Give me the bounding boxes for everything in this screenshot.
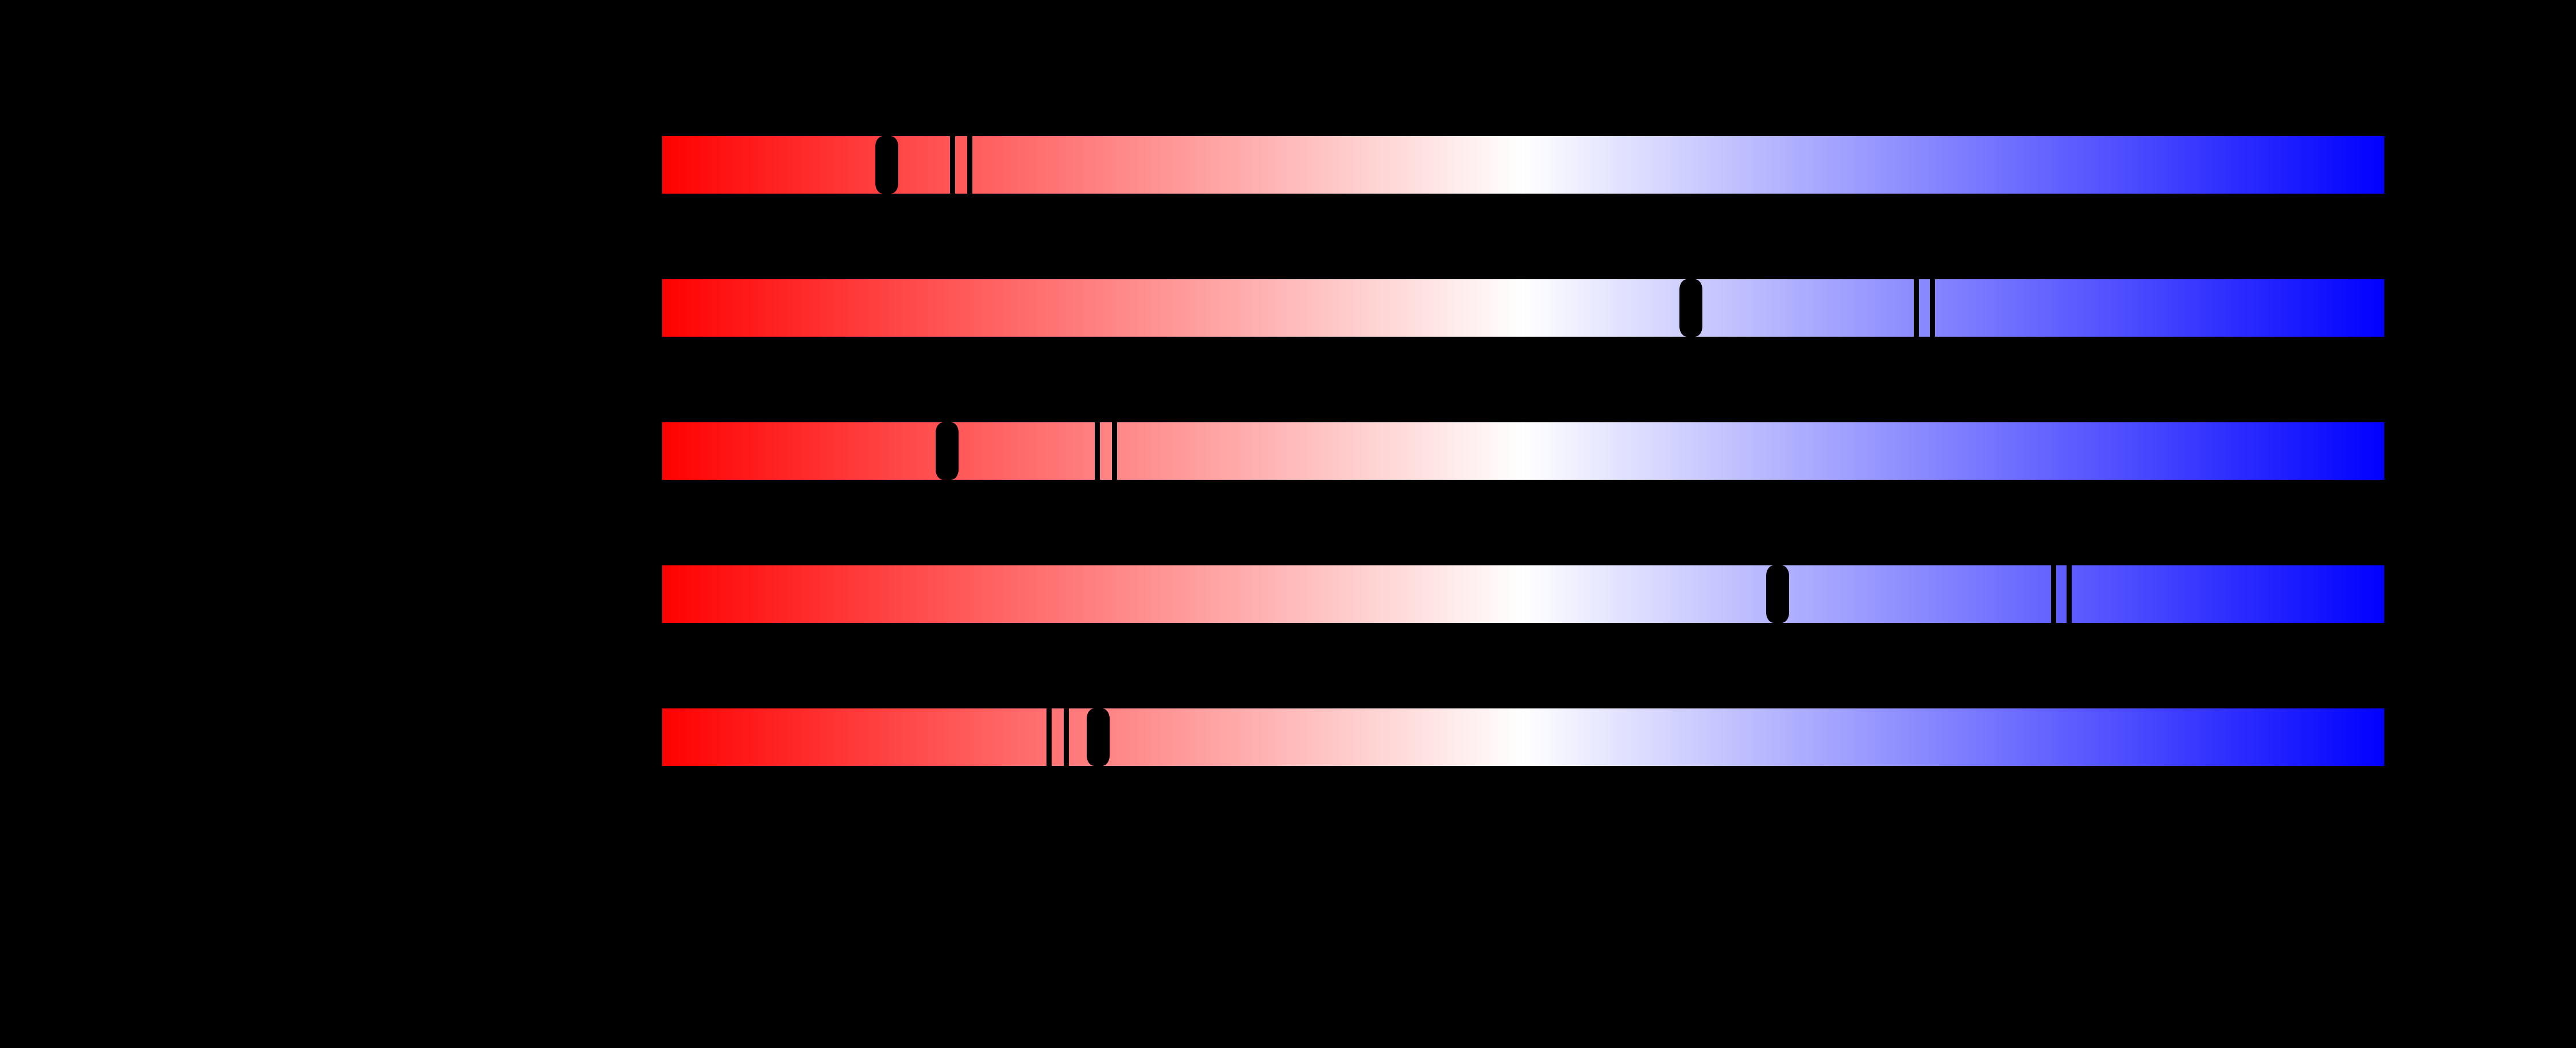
thick-marker (935, 422, 959, 480)
thick-marker (875, 136, 898, 194)
colormap-bar-3 (662, 422, 2384, 480)
thick-marker (1087, 708, 1110, 766)
thin-marker (1095, 422, 1100, 480)
thin-marker (2051, 565, 2057, 623)
thin-marker (1046, 708, 1052, 766)
thin-marker (967, 136, 972, 194)
thin-marker (1929, 279, 1935, 337)
thin-marker (1063, 708, 1069, 766)
colormap-bar-1 (662, 136, 2384, 194)
colormap-bar-5 (662, 708, 2384, 766)
thin-marker (2066, 565, 2072, 623)
colormap-bar-2 (662, 279, 2384, 337)
thin-marker (949, 136, 955, 194)
thick-marker (1766, 565, 1789, 623)
thick-marker (1679, 279, 1702, 337)
thin-marker (1913, 279, 1919, 337)
thin-marker (1112, 422, 1118, 480)
colormap-bar-4 (662, 565, 2384, 623)
